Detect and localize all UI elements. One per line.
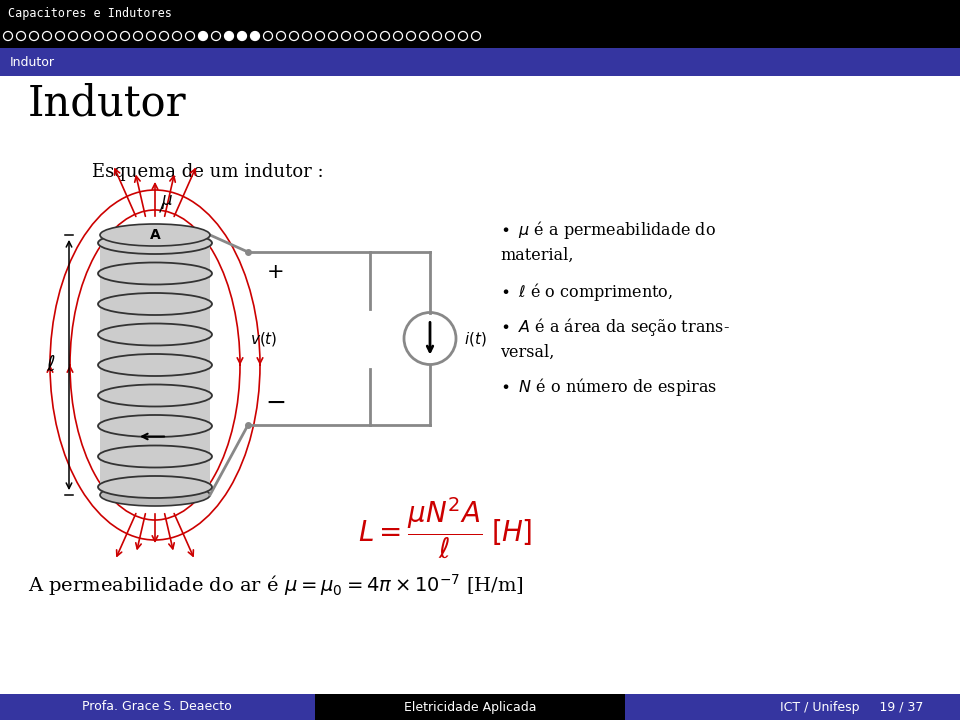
Ellipse shape [98,263,212,284]
Ellipse shape [98,446,212,467]
Circle shape [199,32,207,40]
Circle shape [225,32,233,40]
Ellipse shape [98,476,212,498]
Ellipse shape [98,415,212,437]
Circle shape [404,312,456,364]
Text: $i(t)$: $i(t)$ [464,330,487,348]
Text: −: − [266,391,286,415]
Bar [100,235,210,495]
Text: $\ell$: $\ell$ [46,355,56,375]
Bar [0,694,960,720]
Bar [315,694,625,720]
Text: Indutor: Indutor [28,83,186,125]
Circle shape [237,32,247,40]
Ellipse shape [98,323,212,346]
Text: $\bullet\;\;N$ é o número de espiras: $\bullet\;\;N$ é o número de espiras [500,376,717,398]
Text: Profa. Grace S. Deaecto: Profa. Grace S. Deaecto [83,701,232,714]
Text: ICT / Unifesp     19 / 37: ICT / Unifesp 19 / 37 [780,701,924,714]
Text: Eletricidade Aplicada: Eletricidade Aplicada [404,701,537,714]
Ellipse shape [98,232,212,254]
Ellipse shape [100,484,210,506]
Text: Capacitores e Indutores: Capacitores e Indutores [8,6,172,19]
Text: material,: material, [500,246,573,264]
Ellipse shape [98,293,212,315]
Ellipse shape [100,224,210,246]
Circle shape [251,32,259,40]
Text: Indutor: Indutor [10,55,55,68]
Text: $L = \dfrac{\mu N^2 A}{\ell}\;[H]$: $L = \dfrac{\mu N^2 A}{\ell}\;[H]$ [358,495,532,560]
Ellipse shape [98,354,212,376]
Text: $v(t)$: $v(t)$ [251,330,277,348]
Text: Esquema de um indutor :: Esquema de um indutor : [92,163,324,181]
Text: $\mathbf{A}$: $\mathbf{A}$ [149,228,161,242]
Text: $\bullet\;\;A$ é a área da seção trans-: $\bullet\;\;A$ é a área da seção trans- [500,316,730,338]
Bar [0,48,960,76]
Bar [0,0,960,48]
Text: +: + [267,262,285,282]
Text: $\mu$: $\mu$ [161,193,173,211]
Text: $\bullet\;\;\mu$ é a permeabilidade do: $\bullet\;\;\mu$ é a permeabilidade do [500,219,716,241]
Ellipse shape [98,384,212,407]
Text: A permeabilidade do ar é $\mu = \mu_0 = 4\pi \times 10^{-7}$ [H/m]: A permeabilidade do ar é $\mu = \mu_0 = … [28,572,524,598]
Text: versal,: versal, [500,343,554,361]
Text: $\bullet\;\;\ell$ é o comprimento,: $\bullet\;\;\ell$ é o comprimento, [500,281,673,303]
